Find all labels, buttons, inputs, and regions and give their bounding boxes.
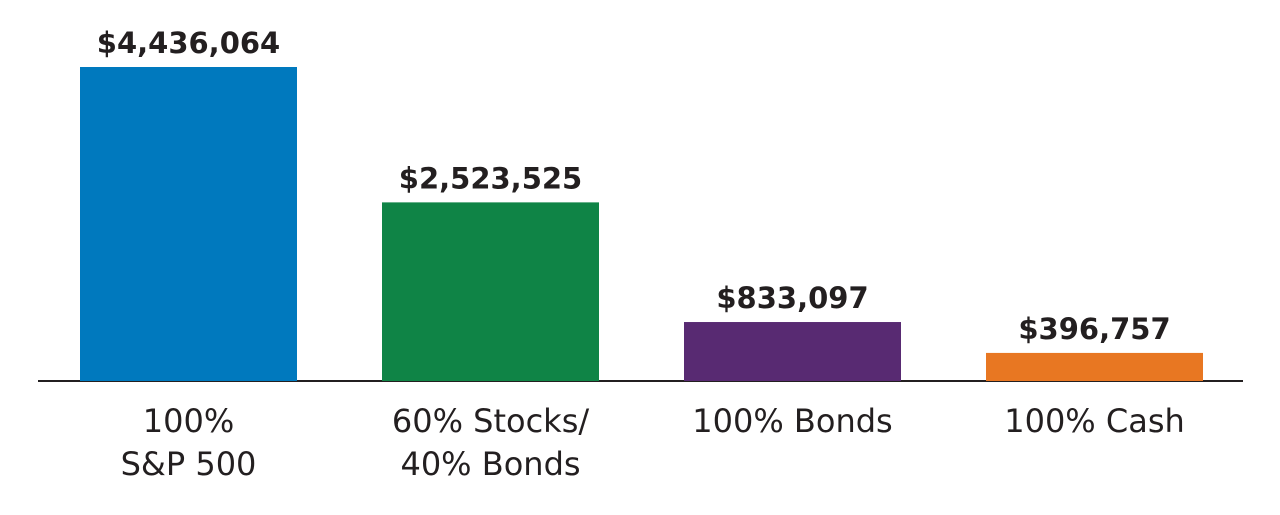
value-label: $2,523,525: [399, 161, 582, 195]
category-label: S&P 500: [121, 445, 257, 483]
value-label: $833,097: [716, 281, 868, 315]
bar: [684, 322, 901, 381]
category-label: 60% Stocks/: [392, 402, 590, 440]
value-label: $396,757: [1018, 312, 1170, 346]
category-label: 100%: [143, 402, 234, 440]
category-label: 40% Bonds: [400, 445, 580, 483]
category-label: 100% Bonds: [692, 402, 892, 440]
value-label: $4,436,064: [97, 26, 280, 60]
bar: [986, 352, 1203, 381]
bar: [80, 67, 297, 381]
bar: [382, 202, 599, 381]
category-label: 100% Cash: [1004, 402, 1185, 440]
